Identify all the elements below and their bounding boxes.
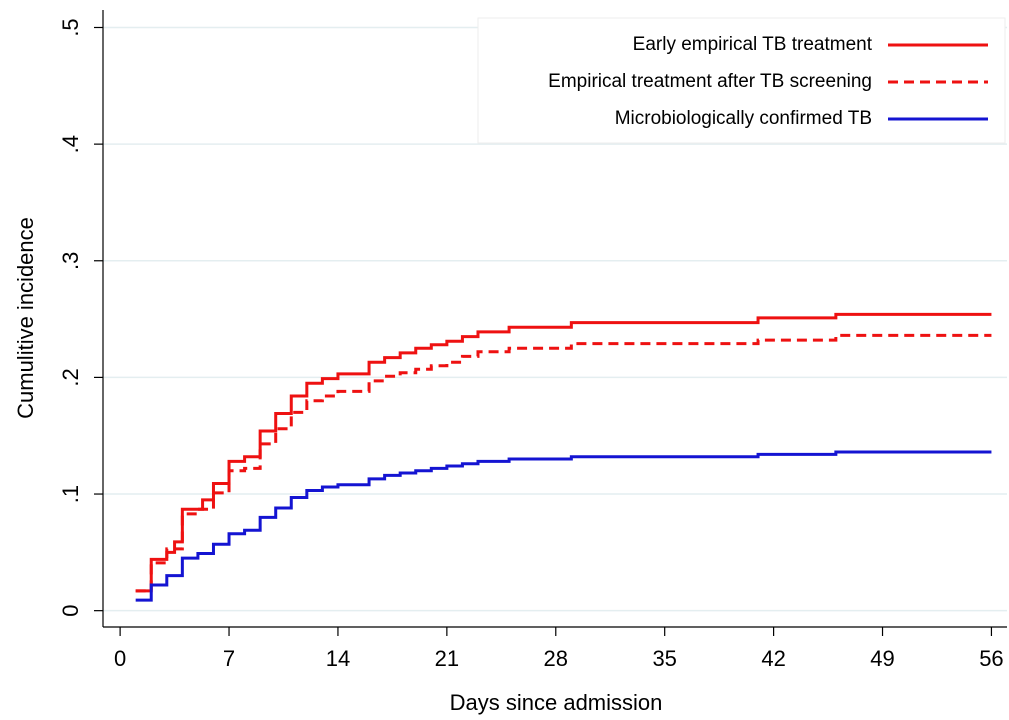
y-tick-label: .1 xyxy=(58,485,83,503)
x-tick-label: 35 xyxy=(652,646,676,671)
y-tick-label: .2 xyxy=(58,368,83,386)
x-tick-label: 28 xyxy=(544,646,568,671)
x-tick-label: 49 xyxy=(870,646,894,671)
x-tick-label: 7 xyxy=(223,646,235,671)
legend-box xyxy=(477,17,1006,144)
y-tick-label: .5 xyxy=(58,18,83,36)
series-line xyxy=(135,333,992,593)
y-tick-label: .3 xyxy=(58,252,83,270)
y-axis-label: Cumulitive incidence xyxy=(13,217,38,419)
y-tick-label: .4 xyxy=(58,135,83,153)
legend-label: Empirical treatment after TB screening xyxy=(548,71,872,92)
series-line xyxy=(135,450,992,602)
x-tick-label: 0 xyxy=(114,646,126,671)
legend-label: Early empirical TB treatment xyxy=(633,34,873,55)
x-tick-label: 56 xyxy=(979,646,1003,671)
x-tick-label: 42 xyxy=(761,646,785,671)
x-tick-label: 21 xyxy=(435,646,459,671)
legend-label: Microbiologically confirmed TB xyxy=(615,108,872,129)
y-tick-label: 0 xyxy=(58,605,83,617)
x-axis-label: Days since admission xyxy=(450,690,663,715)
x-tick-label: 14 xyxy=(326,646,350,671)
